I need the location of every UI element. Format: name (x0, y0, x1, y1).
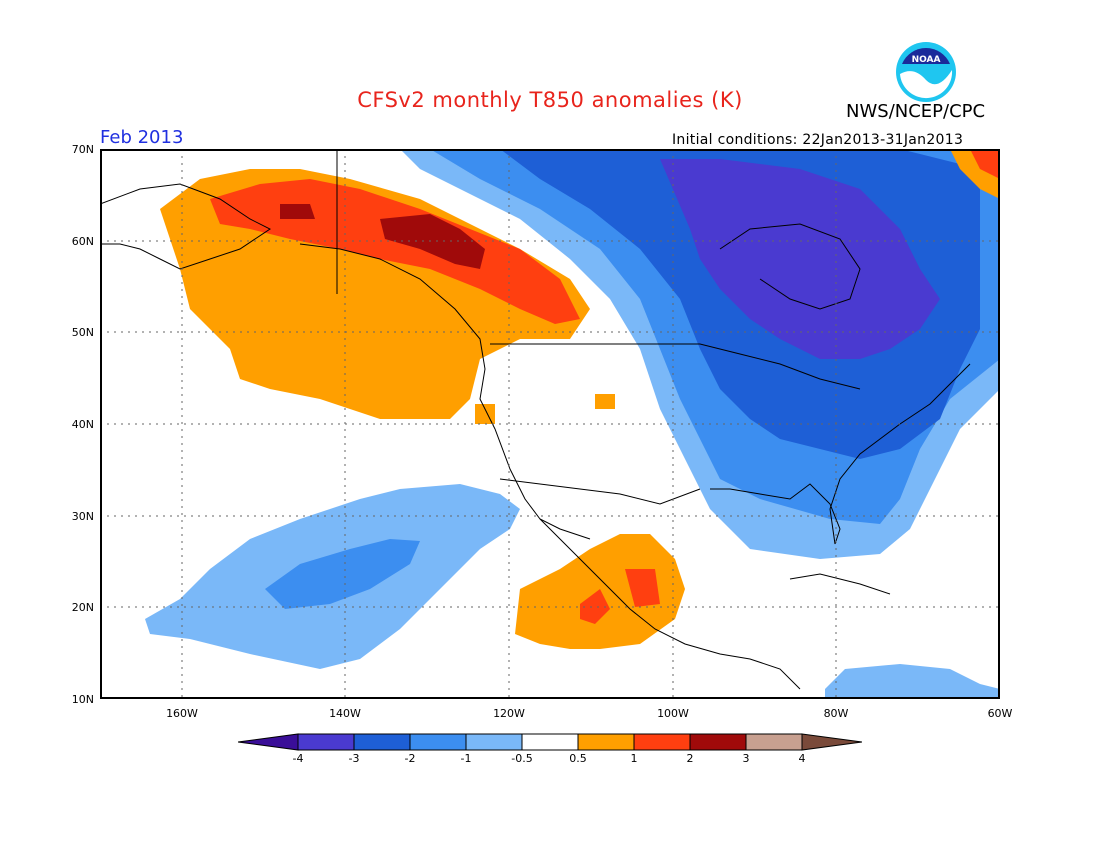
region-mexico-strong-warm (580, 589, 610, 624)
lat-label-50n: 50N (71, 326, 94, 339)
colorbar-label-2: 2 (686, 752, 694, 765)
coastline-west (299, 243, 591, 540)
colorbar-bin-m4-m3 (297, 733, 355, 751)
border-us-canada (490, 343, 861, 390)
lat-label-30n: 30N (71, 510, 94, 523)
forecast-month: Feb 2013 (100, 127, 184, 148)
lon-label-60w: 60W (987, 707, 1013, 720)
colorbar-label-4: 4 (798, 752, 806, 765)
colorbar-bin-05-1 (577, 733, 635, 751)
colorbar-label-m05: -0.5 (511, 752, 533, 765)
region-pacific-mid-cold (265, 539, 420, 609)
lon-label-80w: 80W (823, 707, 849, 720)
svg-text:NOAA: NOAA (912, 55, 941, 65)
colorbar-bin-m2-m1 (409, 733, 467, 751)
region-labrador-strong-warm (970, 149, 1000, 179)
region-plains-warm (595, 394, 615, 409)
region-mexico-strong-warm-2 (625, 569, 660, 607)
region-hudson-cold (660, 159, 940, 359)
colorbar-label-1: 1 (630, 752, 638, 765)
region-caribbean-light-cold (825, 664, 1000, 699)
colorbar-low-arrow (238, 733, 299, 751)
colorbar-label-m3: -3 (348, 752, 360, 765)
lat-label-20n: 20N (71, 601, 94, 614)
colorbar (238, 733, 862, 751)
noaa-logo-icon: NOAA (896, 42, 956, 102)
border-us-mexico (499, 478, 701, 505)
coastline-mexico (539, 518, 801, 690)
colorbar-high-arrow (801, 733, 862, 751)
lat-label-10n: 10N (71, 693, 94, 706)
region-yukon-very-warm (380, 214, 485, 269)
coastline-gulf (710, 483, 841, 545)
region-california-warm (475, 404, 495, 424)
colorbar-label-m4: -4 (292, 752, 304, 765)
initial-conditions: Initial conditions: 22Jan2013-31Jan2013 (672, 132, 964, 148)
lon-label-140w: 140W (329, 707, 361, 720)
colorbar-label-m1: -1 (460, 752, 472, 765)
colorbar-label-3: 3 (742, 752, 750, 765)
colorbar-bin-neutral (521, 733, 579, 751)
lat-label-60n: 60N (71, 235, 94, 248)
lon-label-100w: 100W (657, 707, 689, 720)
colorbar-bin-2-3 (689, 733, 747, 751)
colorbar-label-05: 0.5 (569, 752, 587, 765)
anomaly-map (100, 149, 1000, 699)
coastline-hudson (719, 223, 861, 310)
coastline-cuba (789, 573, 891, 595)
colorbar-bin-1-2 (633, 733, 691, 751)
chart-title: CFSv2 monthly T850 anomalies (K) (357, 88, 743, 112)
coastline-alaska (100, 183, 271, 270)
agency-label: NWS/NCEP/CPC (846, 101, 986, 122)
colorbar-bin-3-4 (745, 733, 803, 751)
lon-label-160w: 160W (166, 707, 198, 720)
coastline-east (829, 363, 971, 545)
lat-label-70n: 70N (71, 143, 94, 156)
region-alaska-very-warm (280, 204, 315, 219)
colorbar-bin-m3-m2 (353, 733, 411, 751)
colorbar-label-m2: -2 (404, 752, 416, 765)
lon-label-120w: 120W (493, 707, 525, 720)
lat-label-40n: 40N (71, 418, 94, 431)
colorbar-bin-m1-m05 (465, 733, 523, 751)
